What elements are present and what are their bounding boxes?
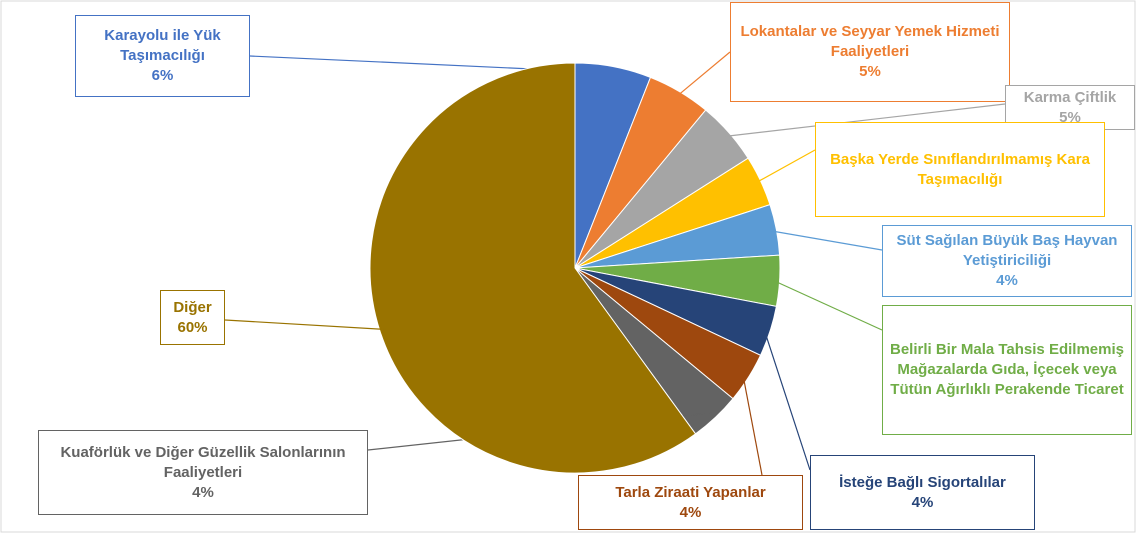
value-label: 4% bbox=[911, 493, 934, 511]
value-label: 5% bbox=[1059, 108, 1081, 126]
value-label: 4% bbox=[192, 483, 214, 501]
value-label: 5% bbox=[859, 63, 881, 80]
category-name: Başka Yerde Sınıflandırılmamış Kara Taşı… bbox=[830, 150, 1090, 188]
data-label: Diğer 60% bbox=[160, 290, 225, 345]
data-label: Kuaförlük ve Diğer Güzellik Salonlarının… bbox=[38, 430, 368, 515]
category-name: İsteğe Bağlı Sigortalılar bbox=[839, 473, 1006, 491]
data-label: İsteğe Bağlı Sigortalılar 4% bbox=[810, 455, 1035, 530]
category-name: Süt Sağılan Büyük Baş Hayvan Yetiştirici… bbox=[896, 232, 1118, 269]
leader-line bbox=[724, 103, 1006, 138]
leader-line bbox=[224, 319, 386, 331]
leader-line bbox=[675, 51, 731, 98]
pie-slice bbox=[369, 62, 697, 474]
category-name: Kuaförlük ve Diğer Güzellik Salonlarının… bbox=[60, 443, 346, 481]
category-name: Karma Çiftlik bbox=[1023, 88, 1117, 106]
value-label: 60% bbox=[177, 318, 208, 336]
value-label: 6% bbox=[151, 67, 174, 84]
data-label: Karayolu ile Yük Taşımacılığı 6% bbox=[75, 15, 250, 97]
category-name: Diğer bbox=[173, 298, 212, 316]
value-label: 4% bbox=[679, 503, 702, 521]
data-label: Lokantalar ve Seyyar Yemek Hizmeti Faali… bbox=[730, 2, 1010, 102]
value-label: 4% bbox=[996, 272, 1018, 289]
data-label: Başka Yerde Sınıflandırılmamış Kara Taşı… bbox=[815, 122, 1105, 217]
data-label: Belirli Bir Mala Tahsis Edilmemiş Mağaza… bbox=[882, 305, 1132, 435]
category-name: Tarla Ziraati Yapanlar bbox=[615, 483, 766, 501]
leader-line bbox=[763, 329, 811, 471]
leader-line bbox=[742, 374, 763, 476]
leader-line bbox=[754, 149, 816, 184]
leader-line bbox=[773, 279, 883, 331]
category-name: Karayolu ile Yük Taşımacılığı bbox=[104, 27, 221, 64]
category-name: Lokantalar ve Seyyar Yemek Hizmeti Faali… bbox=[740, 23, 1000, 60]
leader-line bbox=[770, 230, 883, 251]
data-label: Tarla Ziraati Yapanlar 4% bbox=[578, 475, 803, 530]
data-label: Süt Sağılan Büyük Baş Hayvan Yetiştirici… bbox=[882, 225, 1132, 297]
category-name: Belirli Bir Mala Tahsis Edilmemiş Mağaza… bbox=[890, 341, 1124, 398]
